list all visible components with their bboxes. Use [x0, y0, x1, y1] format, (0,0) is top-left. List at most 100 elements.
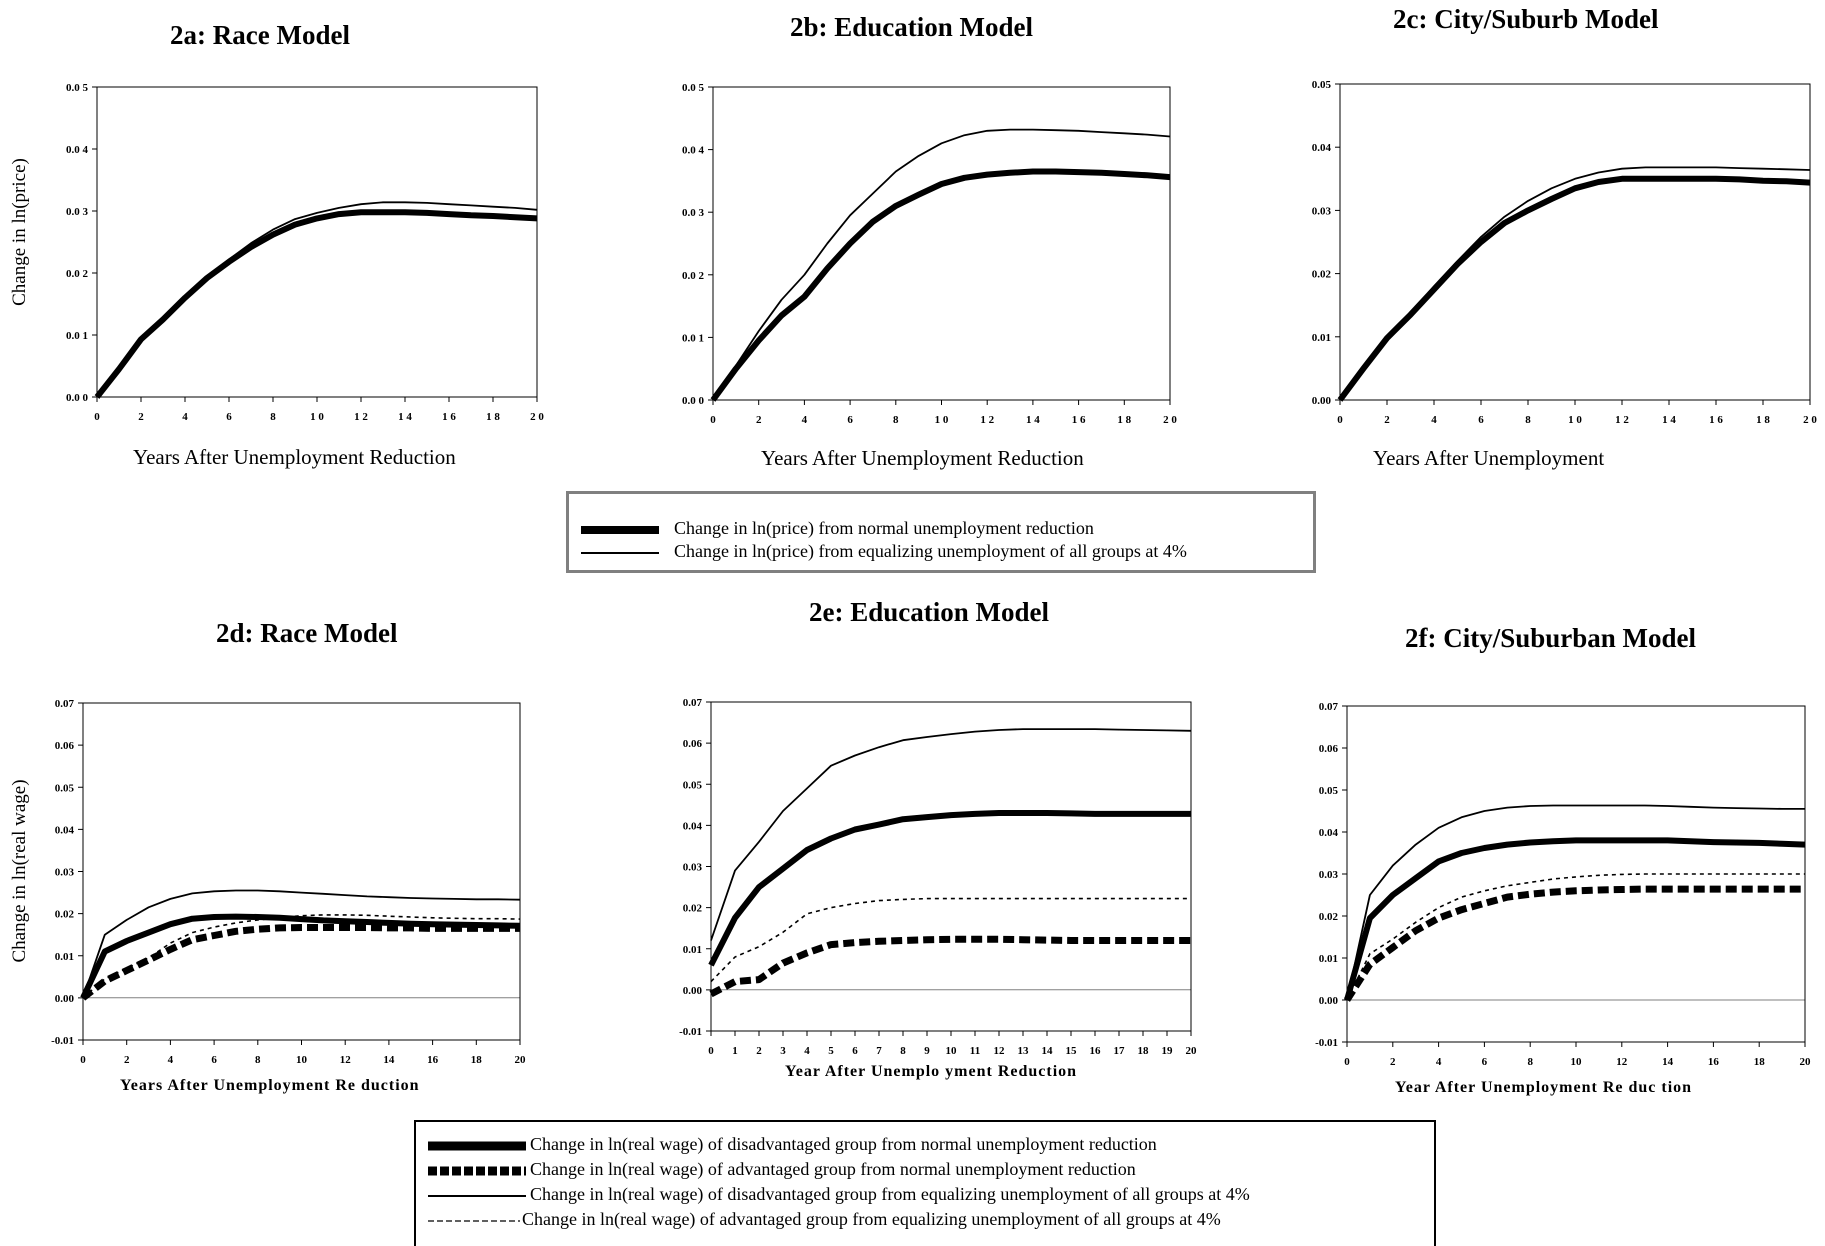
- x-tick-label: 2: [756, 414, 762, 426]
- y-tick-label: 0.02: [683, 903, 703, 915]
- y-tick-label: 0.07: [55, 698, 75, 710]
- y-tick-label: 0.03: [1319, 869, 1339, 881]
- legend-label: Change in ln(real wage) of advantaged gr…: [522, 1209, 1221, 1229]
- series-line-2d-thin: [82, 889, 521, 999]
- y-tick-label: 0.0 4: [682, 145, 705, 157]
- x-tick-label: 4: [1431, 414, 1437, 426]
- x-tick-label: 12: [994, 1045, 1006, 1057]
- legend-item-disadvantaged-equalizing: Change in ln(real wage) of disadvantaged…: [428, 1184, 1428, 1208]
- y-tick-label: -0.01: [679, 1026, 702, 1038]
- x-tick-label: 1 6: [1072, 414, 1086, 426]
- y-tick-label: -0.01: [51, 1035, 74, 1047]
- chart-title-2a: 2a: Race Model: [170, 20, 350, 50]
- plot-frame-2f: [1346, 705, 1806, 1043]
- y-tick-label: 0.05: [55, 782, 75, 794]
- x-tick-label: 18: [471, 1054, 483, 1066]
- y-tick-label: 0.03: [1312, 205, 1332, 217]
- y-tick-label: 0.0 2: [66, 268, 89, 280]
- x-tick-label: 6: [211, 1054, 217, 1066]
- x-tick-label: 2 0: [1803, 414, 1817, 426]
- y-tick-label: 0.07: [1319, 701, 1339, 713]
- plot-frame-2b: [712, 86, 1171, 401]
- series-line-2f-thick: [1344, 837, 1806, 1001]
- x-tick-label: 20: [1186, 1045, 1198, 1057]
- x-tick-label: 8: [1525, 414, 1531, 426]
- x-tick-label: 10: [946, 1045, 958, 1057]
- x-tick-label: 16: [1708, 1056, 1720, 1068]
- x-tick-label: 0: [708, 1045, 714, 1057]
- y-tick-label: 0.04: [1319, 827, 1339, 839]
- x-tick-label: 8: [1527, 1056, 1533, 1068]
- x-axis-label-2d: Years After Unemployment Re duction: [120, 1077, 420, 1094]
- series-line-2c-thin: [1339, 166, 1811, 401]
- x-tick-label: 6: [226, 411, 232, 423]
- x-tick-label: 12: [340, 1054, 352, 1066]
- y-tick-label: 0.0 5: [682, 82, 705, 94]
- x-tick-label: 2: [1390, 1056, 1396, 1068]
- y-tick-label: 0.0 5: [66, 82, 89, 94]
- x-tick-label: 1 2: [354, 411, 368, 423]
- series-line-2a-thin: [96, 201, 538, 398]
- legend-swatch-thick: [581, 526, 659, 534]
- x-tick-label: 1 4: [1026, 414, 1040, 426]
- y-tick-label: 0.04: [1312, 142, 1332, 154]
- series-line-2d-thick: [80, 913, 521, 1000]
- x-tick-label: 1: [732, 1045, 738, 1057]
- y-tick-label: 0.0 4: [66, 144, 89, 156]
- x-tick-label: 8: [270, 411, 276, 423]
- series-line-2b-thick: [710, 168, 1171, 402]
- x-tick-label: 17: [1114, 1045, 1126, 1057]
- x-tick-label: 1 0: [1568, 414, 1582, 426]
- series-line-2e-thindash: [710, 897, 1191, 983]
- legend-price: Change in ln(price) from normal unemploy…: [566, 491, 1316, 573]
- x-tick-label: 12: [1616, 1056, 1628, 1068]
- chart-title-2b: 2b: Education Model: [790, 12, 1034, 42]
- y-tick-label: 0.02: [1312, 269, 1332, 281]
- series-line-2d-thindash: [82, 914, 521, 999]
- legend-real-wage: Change in ln(real wage) of disadvantaged…: [414, 1120, 1436, 1246]
- x-tick-label: 2: [138, 411, 144, 423]
- x-axis-label-2c: Years After Unemployment: [1373, 446, 1605, 470]
- y-tick-label: 0.01: [1312, 332, 1331, 344]
- x-tick-label: 6: [852, 1045, 858, 1057]
- plot-frame-2d: [82, 702, 521, 1041]
- y-tick-label: 0.04: [55, 824, 75, 836]
- plot-frame-2a: [96, 86, 538, 398]
- legend-label: Change in ln(real wage) of advantaged gr…: [530, 1159, 1136, 1179]
- y-tick-label: 0.06: [683, 738, 703, 750]
- y-tick-label: 0.05: [683, 779, 703, 791]
- y-tick-label: 0.03: [55, 867, 75, 879]
- legend-swatch-thin: [428, 1195, 526, 1197]
- legend-item-price-normal: Change in ln(price) from normal unemploy…: [581, 518, 1301, 542]
- x-tick-label: 0: [1337, 414, 1343, 426]
- y-tick-label: 0.0 1: [682, 332, 704, 344]
- plot-frame-2c: [1339, 83, 1811, 401]
- x-tick-label: 1 4: [1662, 414, 1676, 426]
- x-tick-label: 1 4: [398, 411, 412, 423]
- x-tick-label: 16: [1090, 1045, 1102, 1057]
- series-line-2a-thick: [94, 209, 538, 399]
- legend-swatch-thin: [581, 552, 659, 554]
- y-tick-label: 0.05: [1312, 79, 1332, 91]
- x-tick-label: 4: [1436, 1056, 1442, 1068]
- legend-item-advantaged-equalizing: Change in ln(real wage) of advantaged gr…: [428, 1209, 1428, 1233]
- x-tick-label: 14: [1662, 1056, 1674, 1068]
- x-tick-label: 20: [515, 1054, 527, 1066]
- legend-item-disadvantaged-normal: Change in ln(real wage) of disadvantaged…: [428, 1134, 1428, 1158]
- y-tick-label: 0.0 3: [682, 207, 705, 219]
- x-tick-label: 14: [383, 1054, 395, 1066]
- y-tick-label: 0.0 2: [682, 270, 705, 282]
- legend-item-advantaged-normal: Change in ln(real wage) of advantaged gr…: [428, 1159, 1428, 1183]
- x-tick-label: 1 8: [1117, 414, 1131, 426]
- x-tick-label: 1 0: [935, 414, 949, 426]
- y-tick-label: 0.0 0: [66, 392, 89, 404]
- x-tick-label: 4: [168, 1054, 174, 1066]
- series-line-2b-thin: [712, 128, 1171, 401]
- x-tick-label: 1 8: [486, 411, 500, 423]
- x-tick-label: 1 8: [1756, 414, 1770, 426]
- x-tick-label: 8: [255, 1054, 261, 1066]
- x-tick-label: 0: [1344, 1056, 1350, 1068]
- x-tick-label: 8: [900, 1045, 906, 1057]
- y-tick-label: 0.06: [1319, 743, 1339, 755]
- legend-label: Change in ln(real wage) of disadvantaged…: [530, 1184, 1250, 1204]
